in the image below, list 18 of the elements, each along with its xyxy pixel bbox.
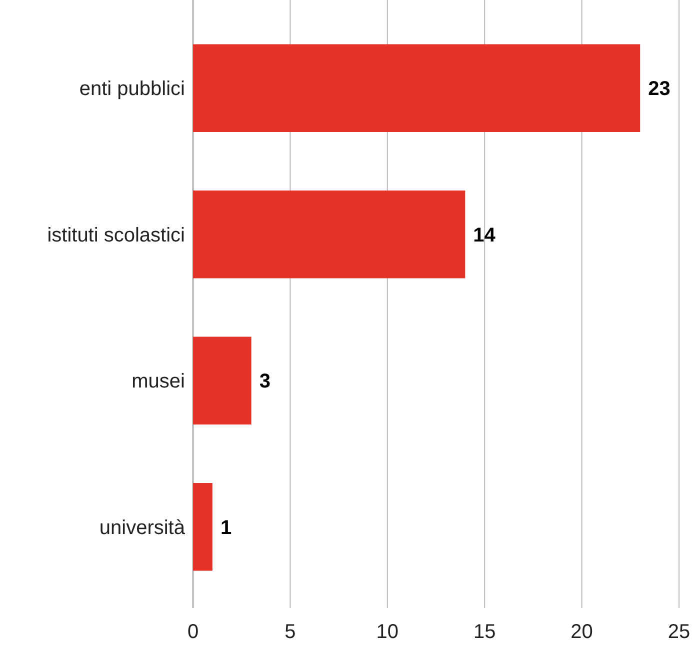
data-label: 1 xyxy=(220,516,232,539)
x-tick-label: 25 xyxy=(668,621,690,643)
data-label: 14 xyxy=(473,224,496,246)
y-tick-label: istituti scolastici xyxy=(47,224,185,246)
x-tick-label: 10 xyxy=(376,621,399,643)
bar xyxy=(193,44,640,132)
x-tick-label: 15 xyxy=(473,621,496,643)
x-tick-label: 0 xyxy=(187,621,199,643)
data-label: 3 xyxy=(259,370,270,393)
bar xyxy=(193,336,252,424)
bar xyxy=(193,190,466,278)
x-tick-label: 20 xyxy=(570,621,593,643)
y-tick-label: enti pubblici xyxy=(79,78,185,100)
y-tick-label: università xyxy=(99,516,186,539)
y-tick-label: musei xyxy=(132,370,185,393)
bar xyxy=(193,483,212,571)
x-tick-label: 5 xyxy=(284,621,296,643)
data-label: 23 xyxy=(648,78,670,100)
